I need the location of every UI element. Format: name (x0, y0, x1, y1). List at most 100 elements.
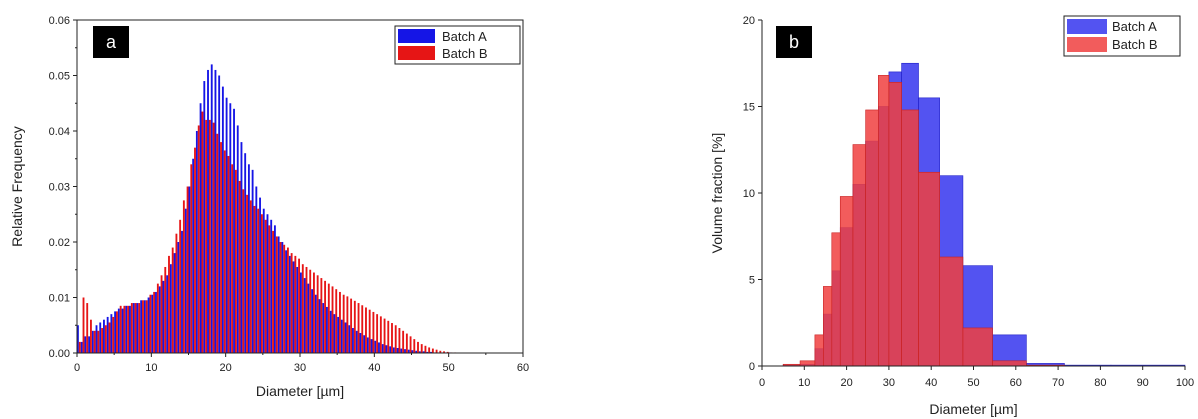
x-tick-label-1: 10 (798, 377, 810, 389)
legend-swatch-1 (1067, 37, 1107, 52)
bar-batch-b-9 (888, 81, 902, 367)
bar-batch-b-30 (190, 164, 193, 353)
bar-batch-b-97 (439, 350, 442, 353)
bar-batch-b-12 (939, 256, 964, 367)
bar-batch-a-28 (181, 230, 183, 353)
bar-batch-a-47 (251, 169, 254, 353)
bar-batch-a-7 (103, 319, 105, 353)
bar-batch-b-86 (398, 328, 401, 353)
bar-batch-b-99 (446, 351, 449, 353)
bar-batch-b-7 (104, 325, 107, 353)
bar-batch-a-39 (221, 86, 224, 353)
bar-batch-b-67 (327, 283, 330, 354)
panel-letter-box (93, 26, 129, 58)
bar-batch-a-32 (195, 131, 198, 353)
y-axis-label: Relative Frequency (9, 126, 25, 247)
bar-batch-a-58 (292, 261, 295, 353)
y-tick-label-3: 15 (743, 102, 755, 114)
bar-batch-b-41 (231, 164, 234, 353)
bar-batch-b-5 (97, 330, 100, 353)
bar-batch-b-85 (394, 325, 397, 353)
bar-batch-a-33 (199, 103, 202, 353)
bar-batch-a-16 (136, 303, 139, 353)
bar-batch-a-14 (129, 305, 131, 353)
bar-batch-a-4 (91, 330, 94, 353)
bar-batch-a-95 (430, 351, 432, 353)
bar-batch-b-3 (823, 286, 833, 367)
legend-entry-1: Batch B (442, 46, 488, 61)
bar-batch-b-21 (156, 283, 159, 354)
bar-batch-b-17 (142, 300, 144, 353)
x-tick-label-10: 100 (1176, 377, 1194, 389)
bar-batch-b-47 (253, 205, 256, 353)
bar-batch-b-65 (320, 278, 323, 353)
bar-batch-a-13 (125, 305, 128, 353)
y-tick-label-0: 0.00 (49, 348, 70, 360)
bar-batch-b-13 (127, 305, 130, 353)
bar-batch-b-79 (372, 311, 375, 353)
bar-batch-b-58 (294, 255, 297, 354)
bar-batch-b-98 (443, 351, 445, 353)
bar-batch-a-86 (396, 348, 399, 353)
bar-batch-b-5 (839, 196, 854, 367)
bar-batch-a-78 (366, 337, 369, 353)
bar-batch-a-60 (300, 272, 302, 353)
bar-batch-b-8 (108, 322, 111, 353)
x-tick-label-0: 0 (759, 377, 765, 389)
bar-batch-a-73 (348, 325, 351, 353)
bar-batch-b-37 (216, 133, 219, 353)
bar-batch-a-25 (169, 264, 172, 353)
bar-batch-a-82 (381, 344, 384, 353)
bar-batch-b-57 (290, 253, 293, 353)
bar-batch-a-0 (77, 325, 79, 353)
x-tick-label-6: 60 (517, 362, 529, 374)
bar-batch-a-84 (389, 346, 392, 353)
bar-batch-b-87 (402, 330, 405, 353)
bar-batch-a-21 (155, 291, 157, 353)
bar-batch-b-28 (182, 200, 185, 354)
x-axis-label: Diameter [µm] (256, 383, 344, 399)
bar-batch-a-23 (162, 280, 165, 353)
bar-batch-b-27 (179, 219, 182, 353)
bar-batch-a-68 (329, 310, 332, 353)
bar-batch-b-48 (257, 208, 260, 353)
y-tick-label-4: 20 (743, 15, 755, 27)
bar-batch-a-56 (285, 250, 287, 353)
x-tick-label-5: 50 (967, 377, 979, 389)
bar-batch-b-89 (409, 336, 412, 353)
bar-batch-b-2 (814, 334, 824, 367)
bar-batch-b-63 (313, 272, 315, 353)
bar-batch-a-10 (114, 311, 117, 354)
bar-batch-b-18 (145, 300, 148, 353)
panel-letter-box (776, 26, 812, 58)
bar-batch-b-38 (220, 142, 222, 353)
x-tick-label-2: 20 (840, 377, 852, 389)
bar-batch-a-42 (233, 108, 235, 353)
bar-batch-a-51 (266, 214, 269, 353)
bar-batch-b-80 (376, 314, 379, 353)
bar-batch-b-83 (387, 320, 390, 353)
bar-batch-a-74 (352, 328, 354, 353)
bar-batch-a-59 (296, 266, 299, 353)
bar-batch-b-33 (201, 111, 204, 353)
bar-batch-b-25 (171, 247, 174, 353)
bar-batch-b-31 (194, 147, 196, 353)
bar-batch-b-11 (119, 305, 122, 353)
bar-batch-a-3 (88, 336, 91, 353)
bar-batch-a-70 (337, 316, 340, 353)
bar-batch-a-27 (177, 242, 180, 353)
bar-batch-b-39 (223, 150, 226, 353)
bar-batch-b-4 (93, 330, 96, 353)
bar-batch-a-40 (225, 97, 228, 353)
bar-batch-b-64 (316, 275, 319, 353)
bar-batch-b-8 (878, 75, 890, 367)
bar-batch-b-11 (918, 171, 940, 367)
bar-batch-b-94 (428, 347, 431, 353)
x-tick-label-3: 30 (294, 362, 306, 374)
bar-batch-a-49 (259, 197, 261, 353)
bar-batch-a-26 (173, 253, 176, 353)
bar-batch-b-95 (431, 348, 434, 353)
bar-batch-a-50 (262, 208, 265, 353)
bar-batch-a-17 (140, 300, 143, 353)
bar-batch-a-71 (340, 319, 343, 353)
